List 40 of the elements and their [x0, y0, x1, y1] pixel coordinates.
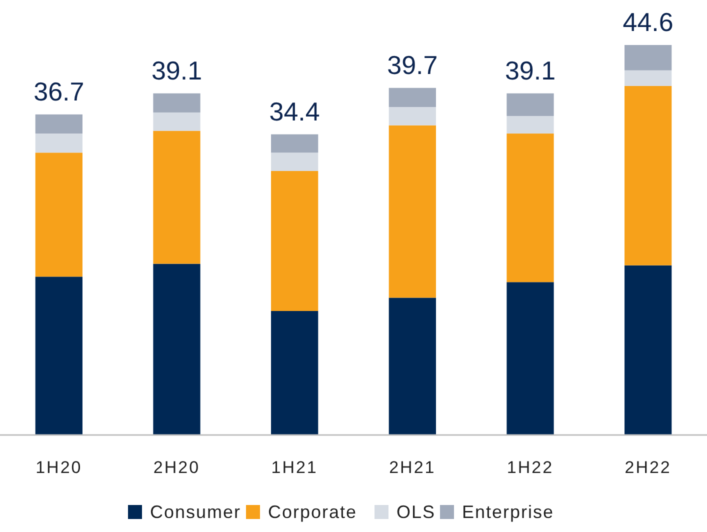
bar — [388, 107, 436, 126]
x-tick-label: 2H22 — [624, 458, 672, 477]
bar — [35, 114, 82, 134]
bar — [35, 134, 82, 153]
x-tick-label: 1H22 — [506, 458, 554, 477]
text: 44.6 — [622, 7, 674, 37]
annotation: 36.7 — [34, 76, 84, 106]
x-tick-label: 1H20 — [36, 458, 82, 477]
bar — [271, 134, 318, 153]
x-tick-label: 2H20 — [153, 458, 200, 477]
bar — [271, 152, 318, 171]
bar — [624, 86, 672, 266]
bar — [153, 93, 200, 112]
legend-label: Enterprise — [462, 502, 554, 522]
bar — [153, 112, 200, 131]
legend-label: Consumer — [150, 502, 242, 522]
bar — [35, 276, 82, 435]
annotation: 39.7 — [387, 50, 438, 80]
annotation: 34.4 — [269, 96, 320, 126]
x-tick-label: 2H21 — [389, 458, 436, 477]
bar — [506, 93, 554, 116]
legend-label: Corporate — [268, 502, 358, 522]
bar — [153, 264, 200, 435]
bar — [271, 170, 318, 311]
legend-label: OLS — [396, 502, 436, 522]
bar — [388, 88, 436, 108]
bar — [35, 152, 82, 277]
bar — [506, 282, 554, 435]
x-tick-label: 1H21 — [271, 458, 318, 477]
bar — [388, 125, 436, 298]
annotation: 39.1 — [151, 55, 202, 86]
bar — [153, 130, 200, 264]
bar — [624, 70, 672, 86]
bar — [506, 116, 554, 134]
bar — [388, 298, 436, 435]
annotation: 39.1 — [504, 55, 556, 86]
bar — [624, 45, 672, 70]
bar — [271, 310, 318, 435]
bar — [506, 134, 554, 282]
bar — [624, 265, 672, 435]
